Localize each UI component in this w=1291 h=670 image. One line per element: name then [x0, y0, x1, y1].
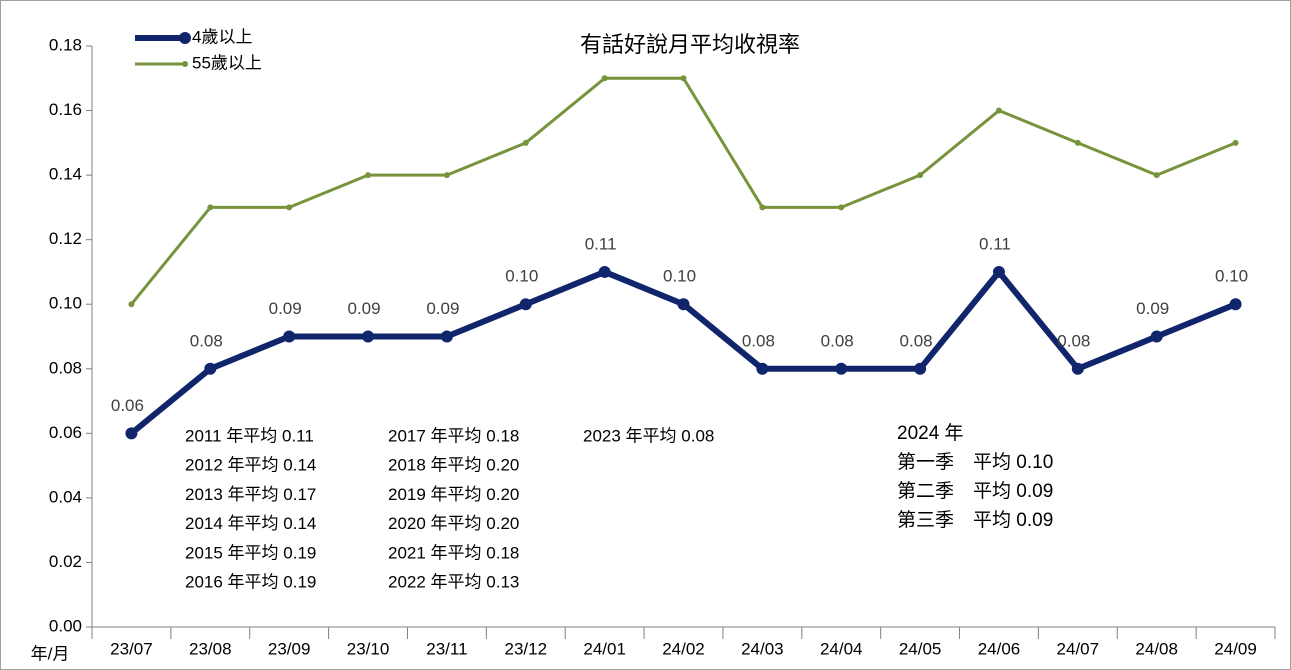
data-label: 0.09 [426, 299, 459, 318]
y-tick-label: 0.18 [49, 35, 82, 54]
y-tick-label: 0.08 [49, 358, 82, 377]
y-tick-label: 0.12 [49, 229, 82, 248]
data-label: 0.10 [505, 267, 538, 286]
y-tick-label: 0.10 [49, 294, 82, 313]
point [601, 75, 608, 82]
point [125, 427, 138, 440]
data-label: 0.09 [269, 299, 302, 318]
point [443, 172, 450, 179]
data-label: 0.11 [979, 234, 1011, 253]
point [835, 362, 848, 375]
point [128, 301, 135, 308]
x-tick-label: 24/01 [583, 639, 626, 658]
point [1150, 330, 1163, 343]
point [519, 298, 532, 311]
annotation: 2024 年 [897, 422, 964, 444]
point [1153, 172, 1160, 179]
legend-label: 55歲以上 [192, 53, 262, 72]
annotation: 2014 年平均 0.14 [185, 514, 316, 533]
y-tick-label: 0.02 [49, 552, 82, 571]
data-label: 0.08 [821, 331, 854, 350]
point [914, 362, 927, 375]
point [365, 172, 372, 179]
data-label: 0.09 [1136, 299, 1169, 318]
x-tick-label: 24/06 [978, 639, 1021, 658]
x-tick-label: 24/02 [662, 639, 705, 658]
data-label: 0.08 [1057, 331, 1090, 350]
data-label: 0.10 [1215, 267, 1248, 286]
x-tick-label: 23/09 [268, 639, 311, 658]
point [598, 265, 611, 278]
annotation: 2021 年平均 0.18 [388, 543, 519, 562]
point [756, 362, 769, 375]
legend-marker [179, 32, 191, 44]
point [207, 204, 214, 211]
annotation: 第三季 平均 0.09 [897, 509, 1053, 531]
annotation: 2019 年平均 0.20 [388, 485, 519, 504]
annotation: 2022 年平均 0.13 [388, 572, 519, 591]
point [522, 139, 529, 146]
point [992, 265, 1005, 278]
point [440, 330, 453, 343]
x-tick-label: 24/07 [1057, 639, 1100, 658]
annotation: 2011 年平均 0.11 [185, 426, 314, 445]
data-label: 0.10 [663, 267, 696, 286]
point [1232, 139, 1239, 146]
x-tick-label: 23/07 [110, 639, 153, 658]
point [283, 330, 296, 343]
point [1074, 139, 1081, 146]
point [680, 75, 687, 82]
chart-title: 有話好說月平均收視率 [580, 32, 800, 57]
annotation: 2013 年平均 0.17 [185, 485, 316, 504]
data-label: 0.09 [347, 299, 380, 318]
annotation: 2015 年平均 0.19 [185, 543, 316, 562]
data-label: 0.08 [742, 331, 775, 350]
legend-label: 4歲以上 [192, 27, 252, 46]
point [286, 204, 293, 211]
point [362, 330, 375, 343]
annotation: 2012 年平均 0.14 [185, 456, 316, 475]
data-label: 0.11 [585, 234, 617, 253]
x-tick-label: 24/03 [741, 639, 784, 658]
point [838, 204, 845, 211]
annotation: 2023 年平均 0.08 [583, 426, 714, 445]
x-tick-label: 24/08 [1135, 639, 1178, 658]
x-tick-label: 23/11 [426, 639, 467, 658]
y-tick-label: 0.04 [49, 487, 82, 506]
point [917, 172, 924, 179]
legend-marker [182, 61, 188, 67]
y-tick-label: 0.00 [49, 616, 82, 635]
point [759, 204, 766, 211]
y-tick-label: 0.16 [49, 100, 82, 119]
x-tick-label: 23/12 [504, 639, 547, 658]
data-label: 0.06 [111, 396, 144, 415]
annotation: 第一季 平均 0.10 [897, 451, 1053, 473]
annotation: 2018 年平均 0.20 [388, 456, 519, 475]
annotation: 2016 年平均 0.19 [185, 572, 316, 591]
y-tick-label: 0.06 [49, 423, 82, 442]
annotation: 2017 年平均 0.18 [388, 426, 519, 445]
x-tick-label: 24/04 [820, 639, 863, 658]
y-tick-label: 0.14 [49, 165, 82, 184]
point [1229, 298, 1242, 311]
x-tick-label: 24/05 [899, 639, 942, 658]
point [1071, 362, 1084, 375]
x-tick-label: 23/10 [347, 639, 390, 658]
x-tick-label: 24/09 [1214, 639, 1257, 658]
x-axis-label: 年/月 [31, 644, 70, 663]
point [677, 298, 690, 311]
point [204, 362, 217, 375]
data-label: 0.08 [900, 331, 933, 350]
data-label: 0.08 [190, 331, 223, 350]
annotation: 2020 年平均 0.20 [388, 514, 519, 533]
x-tick-label: 23/08 [189, 639, 232, 658]
annotation: 第二季 平均 0.09 [897, 480, 1053, 502]
point [995, 107, 1002, 114]
